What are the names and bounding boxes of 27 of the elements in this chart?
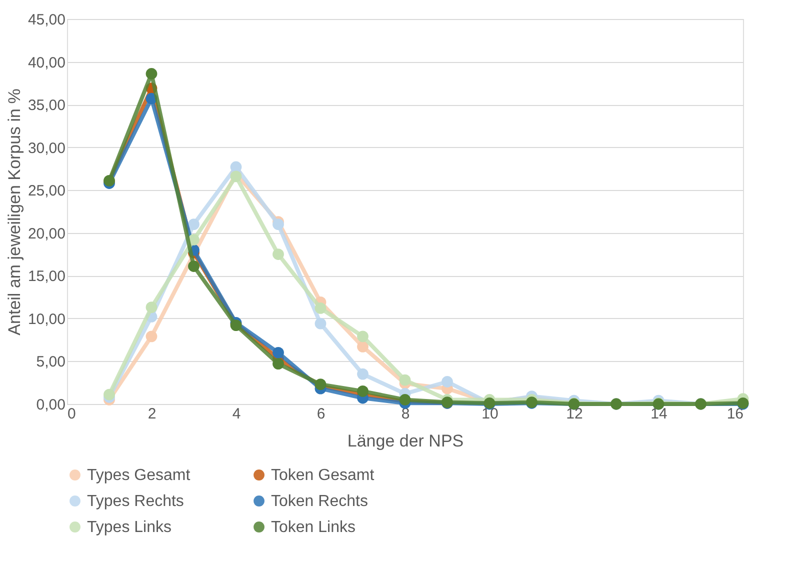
y-tick-label: 5,00 [36,354,66,371]
y-tick-label: 35,00 [28,97,66,114]
x-tick-label: 8 [401,406,410,422]
x-tick-label: 16 [726,406,744,422]
y-tick-label: 45,00 [28,12,66,28]
x-tick-label: 0 [68,406,76,422]
legend-label: Token Gesamt [271,467,375,484]
x-axis-title: Länge der NPS [347,432,464,450]
y-tick-label: 10,00 [28,310,66,328]
y-tick-label: 40,00 [28,54,66,72]
legend-label: Types Rechts [87,493,184,510]
y-tick-label: 15,00 [28,268,66,286]
y-tick-label: 20,00 [28,225,66,242]
x-tick-label: 12 [566,406,583,422]
legend-label: Types Gesamt [87,467,191,484]
y-axis-title: Anteil am jeweiligen Korpus in % [4,88,24,336]
x-tick-label: 2 [148,406,156,422]
x-tick-label: 6 [316,406,326,422]
legend-label: Token Links [271,519,356,536]
y-tick-label: 30,00 [28,140,66,157]
legend-label: Token Rechts [271,493,368,510]
x-tick-label: 4 [232,406,241,422]
legend-label: Types Links [87,519,172,536]
x-tick-label: 14 [650,406,668,422]
x-tick-label: 10 [482,406,498,422]
y-tick-label: 25,00 [28,182,66,200]
y-tick-label: 0,00 [36,396,66,414]
